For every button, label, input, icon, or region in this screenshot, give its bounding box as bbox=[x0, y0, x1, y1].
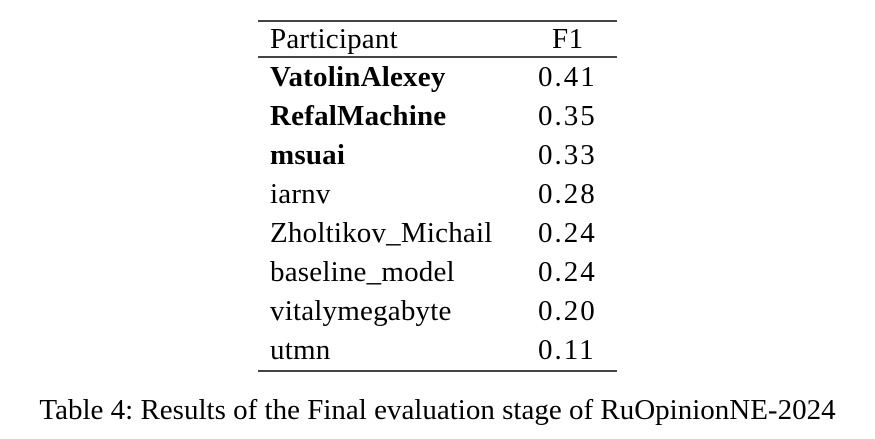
table-row: vitalymegabyte 0.20 bbox=[258, 292, 617, 331]
table-row: Zholtikov_Michail 0.24 bbox=[258, 214, 617, 253]
f1-score: 0.24 bbox=[538, 217, 597, 249]
participant-name: vitalymegabyte bbox=[270, 295, 452, 327]
participant-name: RefalMachine bbox=[270, 100, 447, 132]
table-row: utmn 0.11 bbox=[258, 331, 617, 370]
participant-name: baseline_model bbox=[270, 256, 455, 288]
results-table: Participant F1 VatolinAlexey 0.41 RefalM… bbox=[258, 20, 617, 372]
participant-name: utmn bbox=[270, 334, 331, 366]
table-row: msuai 0.33 bbox=[258, 136, 617, 175]
f1-score: 0.35 bbox=[538, 100, 597, 132]
table-row: iarnv 0.28 bbox=[258, 175, 617, 214]
table-header-row: Participant F1 bbox=[258, 22, 617, 56]
participant-name: iarnv bbox=[270, 178, 331, 210]
f1-score: 0.28 bbox=[538, 178, 597, 210]
column-header-participant: Participant bbox=[270, 22, 398, 55]
f1-score: 0.11 bbox=[538, 334, 596, 366]
table-bottom-rule bbox=[258, 370, 617, 372]
f1-score: 0.33 bbox=[538, 139, 597, 171]
participant-name: msuai bbox=[270, 139, 346, 171]
participant-name: Zholtikov_Michail bbox=[270, 217, 493, 249]
f1-score: 0.41 bbox=[538, 61, 597, 93]
f1-score: 0.20 bbox=[538, 295, 597, 327]
f1-score: 0.24 bbox=[538, 256, 597, 288]
table-mid-rule bbox=[258, 56, 617, 58]
table-body: VatolinAlexey 0.41 RefalMachine 0.35 msu… bbox=[258, 58, 617, 370]
column-header-f1: F1 bbox=[552, 22, 584, 55]
table-caption: Table 4: Results of the Final evaluation… bbox=[39, 394, 836, 426]
table-row: RefalMachine 0.35 bbox=[258, 97, 617, 136]
table-top-rule bbox=[258, 20, 617, 22]
participant-name: VatolinAlexey bbox=[270, 61, 446, 93]
table-row: baseline_model 0.24 bbox=[258, 253, 617, 292]
table-row: VatolinAlexey 0.41 bbox=[258, 58, 617, 97]
